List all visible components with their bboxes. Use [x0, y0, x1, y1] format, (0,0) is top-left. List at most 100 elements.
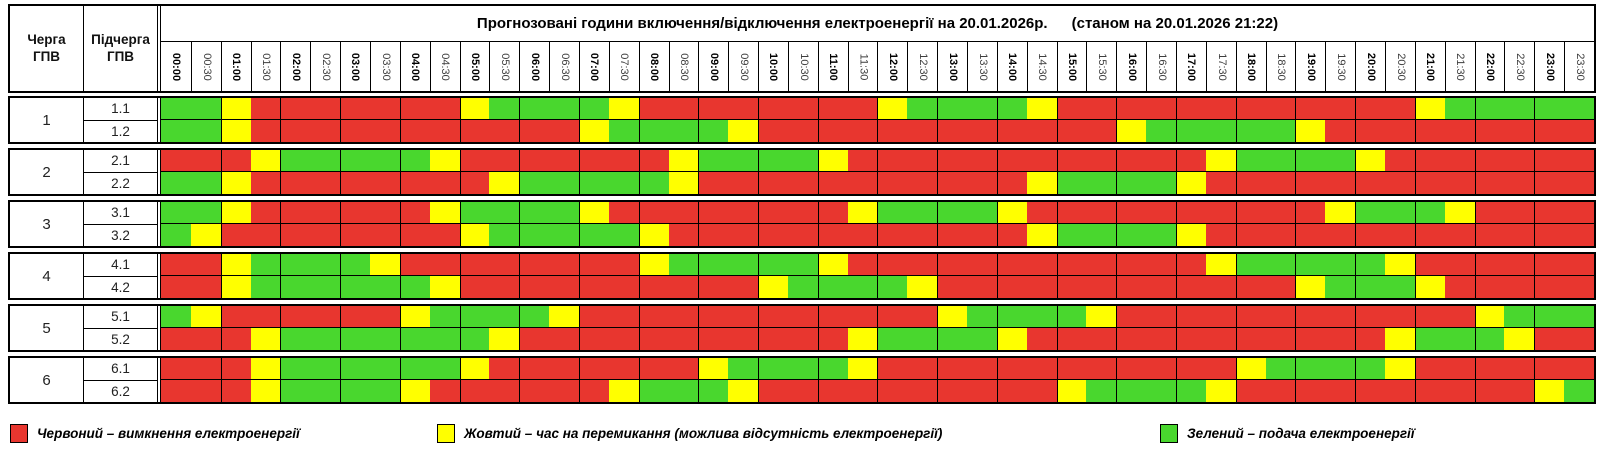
slot-cell	[1355, 120, 1386, 142]
slot-cell	[429, 276, 460, 298]
slot-cell	[578, 98, 609, 120]
slot-cell	[1056, 120, 1087, 142]
slot-cell	[817, 380, 848, 402]
slot-cell	[608, 358, 639, 380]
queue-group: 3 3.1 3.2	[8, 200, 1596, 248]
slot-cell	[549, 358, 579, 380]
slot-cell	[877, 202, 908, 224]
slot-cell	[1385, 172, 1415, 194]
time-label: 10:30	[797, 52, 810, 81]
time-label-cell: 14:30	[1026, 42, 1057, 91]
time-label-cell: 01:30	[250, 42, 281, 91]
schedule-table: Черга ГПВ Підчерга ГПВ Прогнозовані годи…	[8, 4, 1596, 404]
slot-cell	[1116, 306, 1147, 328]
slot-cell	[1056, 276, 1087, 298]
time-label-cell: 19:00	[1295, 42, 1325, 91]
slot-cell	[1534, 328, 1565, 350]
slot-cell	[190, 328, 221, 350]
time-label-cell: 17:00	[1176, 42, 1206, 91]
slot-cell	[220, 202, 251, 224]
slot-cell	[1474, 328, 1505, 350]
slot-cell	[728, 98, 759, 120]
slot-cell	[787, 306, 818, 328]
slot-cell	[1116, 172, 1147, 194]
slot-cell	[399, 328, 430, 350]
slot-cell	[847, 306, 878, 328]
time-label-cell: 12:00	[877, 42, 907, 91]
time-label-cell: 19:30	[1325, 42, 1355, 91]
slot-cell	[1355, 224, 1386, 246]
slot-cell	[1385, 150, 1415, 172]
status-note: (станом на 20.01.2026 21:22)	[1071, 15, 1279, 32]
slot-cell	[608, 224, 639, 246]
slot-cell	[967, 202, 997, 224]
queue-group: 6 6.1 6.2	[8, 356, 1596, 404]
slot-cell	[399, 276, 430, 298]
slot-cell	[519, 380, 550, 402]
slot-cell	[1116, 224, 1147, 246]
slot-cell	[1265, 98, 1296, 120]
subqueue-column: 6.1 6.2	[84, 358, 158, 402]
slot-cell	[758, 306, 788, 328]
slot-cell	[1504, 172, 1535, 194]
slot-cell	[847, 120, 878, 142]
legend-swatch-green	[1160, 423, 1178, 443]
slot-cell	[190, 224, 221, 246]
slot-cell	[399, 120, 430, 142]
slot-cell	[220, 358, 251, 380]
slot-cell	[519, 172, 550, 194]
slot-cell	[1146, 358, 1177, 380]
slot-cell	[1026, 276, 1057, 298]
slot-cell	[1504, 120, 1535, 142]
slot-cell	[1534, 98, 1565, 120]
slot-cell	[280, 380, 311, 402]
slot-cell	[519, 306, 550, 328]
slot-cell	[1444, 224, 1475, 246]
subqueue-label-cell: 2.1	[84, 150, 157, 173]
slot-cell	[847, 98, 878, 120]
slot-cell	[1176, 306, 1206, 328]
slot-cell	[847, 254, 878, 276]
legend-label: Червоний – вимкнення електроенергії	[37, 425, 300, 441]
time-label-cell: 04:30	[429, 42, 460, 91]
slot-cell	[608, 98, 639, 120]
slot-cell	[758, 98, 788, 120]
subqueue-label-cell: 3.2	[111, 227, 130, 243]
slot-cell	[220, 276, 251, 298]
slot-cell	[728, 254, 759, 276]
slot-cell	[1116, 358, 1147, 380]
slot-cell	[758, 276, 788, 298]
time-label: 05:00	[468, 52, 481, 81]
slot-cell	[758, 202, 788, 224]
slot-cell	[1385, 98, 1415, 120]
slot-cell	[1474, 98, 1505, 120]
slot-cell	[190, 358, 221, 380]
slot-cell	[817, 254, 848, 276]
slot-cell	[698, 380, 729, 402]
slot-cell	[220, 150, 251, 172]
slot-cell	[1444, 98, 1475, 120]
slot-cell	[817, 306, 848, 328]
slot-cell	[728, 306, 759, 328]
slot-cell	[787, 202, 818, 224]
time-label-cell: 02:00	[280, 42, 310, 91]
time-label-cell: 05:30	[489, 42, 519, 91]
slot-cell	[1564, 380, 1594, 402]
slot-cell	[1205, 254, 1236, 276]
slot-cell	[1176, 224, 1206, 246]
slot-cell	[1235, 172, 1266, 194]
slot-cell	[1534, 224, 1565, 246]
slot-cell	[519, 150, 550, 172]
slot-cell	[459, 276, 490, 298]
slot-cell	[519, 254, 550, 276]
slot-cell	[847, 202, 878, 224]
schedule-grid	[160, 202, 1594, 246]
slot-cell	[1325, 120, 1356, 142]
slot-cell	[1295, 254, 1326, 276]
slot-cell	[489, 172, 520, 194]
slot-cell	[1295, 120, 1326, 142]
slot-cell	[1146, 224, 1177, 246]
subqueue-label-cell: 4.1	[84, 254, 157, 277]
time-label-cell: 23:30	[1564, 42, 1594, 91]
